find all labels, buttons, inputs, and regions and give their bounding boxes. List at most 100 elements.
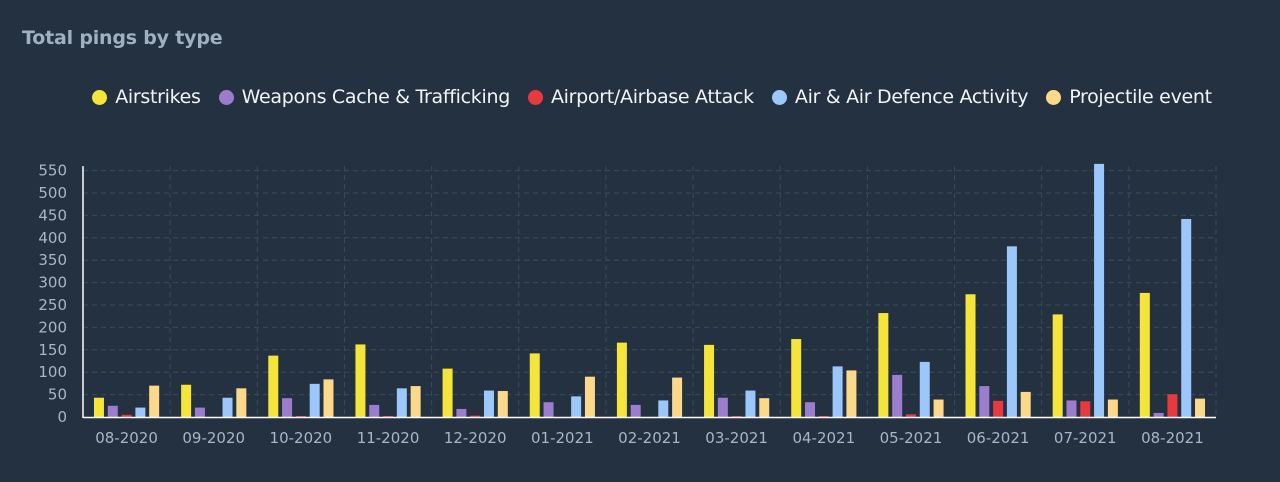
- bar[interactable]: [121, 414, 132, 417]
- bar[interactable]: [543, 402, 554, 417]
- bar[interactable]: [456, 408, 467, 417]
- bar[interactable]: [1080, 401, 1091, 417]
- bar[interactable]: [745, 390, 756, 417]
- legend-item-airstrikes[interactable]: Airstrikes: [92, 86, 201, 108]
- bar[interactable]: [497, 391, 508, 417]
- bar[interactable]: [1006, 246, 1017, 417]
- bar[interactable]: [355, 344, 366, 417]
- x-tick-label: 08-2020: [95, 429, 158, 447]
- x-tick-label: 09-2020: [182, 429, 245, 447]
- bar[interactable]: [1139, 292, 1150, 417]
- legend-label: Airport/Airbase Attack: [550, 86, 754, 108]
- legend-label: Projectile event: [1069, 86, 1212, 108]
- bar[interactable]: [571, 396, 582, 417]
- bar[interactable]: [1153, 412, 1164, 417]
- y-tick-label: 350: [38, 251, 67, 269]
- y-tick-label: 100: [38, 363, 67, 381]
- bar[interactable]: [309, 383, 320, 417]
- bar[interactable]: [470, 415, 481, 417]
- bar[interactable]: [805, 402, 816, 417]
- bar[interactable]: [194, 407, 205, 417]
- bar[interactable]: [135, 407, 146, 417]
- bar[interactable]: [383, 416, 394, 417]
- y-tick-label: 150: [38, 341, 67, 359]
- legend-item-airport-attack[interactable]: Airport/Airbase Attack: [527, 86, 754, 108]
- legend-swatch-icon: [771, 89, 787, 105]
- x-tick-label: 01-2021: [531, 429, 594, 447]
- bar[interactable]: [892, 374, 903, 417]
- bar[interactable]: [369, 404, 380, 417]
- bar[interactable]: [759, 398, 770, 417]
- bar[interactable]: [1094, 163, 1105, 417]
- y-tick-label: 250: [38, 296, 67, 314]
- bar[interactable]: [584, 376, 595, 417]
- bar[interactable]: [1181, 218, 1192, 417]
- bar[interactable]: [323, 379, 334, 417]
- legend-item-weapons-cache[interactable]: Weapons Cache & Trafficking: [218, 86, 511, 108]
- bar[interactable]: [616, 342, 627, 417]
- bar[interactable]: [295, 416, 306, 417]
- legend-swatch-icon: [1046, 89, 1062, 105]
- y-tick-label: 500: [38, 184, 67, 202]
- bar[interactable]: [832, 366, 843, 417]
- bar[interactable]: [846, 370, 857, 417]
- bar[interactable]: [442, 368, 453, 417]
- bar[interactable]: [396, 388, 407, 417]
- bar[interactable]: [268, 355, 279, 417]
- bar[interactable]: [181, 384, 192, 417]
- x-tick-label: 04-2021: [792, 429, 855, 447]
- bar[interactable]: [222, 397, 233, 417]
- bar[interactable]: [93, 397, 104, 417]
- bar[interactable]: [704, 344, 715, 417]
- bar[interactable]: [731, 416, 742, 417]
- bar[interactable]: [282, 398, 293, 417]
- bar[interactable]: [107, 405, 118, 417]
- bar[interactable]: [149, 385, 160, 417]
- x-tick-label: 02-2021: [618, 429, 681, 447]
- x-tick-label: 12-2020: [444, 429, 507, 447]
- bar[interactable]: [410, 386, 421, 417]
- legend-label: Airstrikes: [115, 86, 201, 108]
- bar[interactable]: [979, 386, 990, 417]
- legend-label: Air & Air Defence Activity: [794, 86, 1029, 108]
- bar[interactable]: [658, 400, 669, 417]
- chart-legend: Airstrikes Weapons Cache & Trafficking A…: [0, 86, 1280, 108]
- y-tick-label: 550: [38, 162, 67, 180]
- y-tick-label: 0: [57, 408, 67, 426]
- bar[interactable]: [630, 404, 641, 417]
- legend-swatch-icon: [527, 89, 543, 105]
- bar[interactable]: [717, 397, 728, 417]
- legend-item-projectile[interactable]: Projectile event: [1046, 86, 1212, 108]
- bar[interactable]: [905, 414, 916, 417]
- x-tick-label: 05-2021: [880, 429, 943, 447]
- x-tick-label: 06-2021: [967, 429, 1030, 447]
- bar[interactable]: [1052, 314, 1063, 417]
- bar[interactable]: [965, 294, 976, 417]
- bar[interactable]: [1020, 391, 1031, 417]
- x-tick-label: 08-2021: [1141, 429, 1204, 447]
- bar[interactable]: [878, 313, 889, 417]
- legend-swatch-icon: [92, 89, 108, 105]
- bar[interactable]: [1066, 400, 1077, 417]
- y-tick-label: 450: [38, 206, 67, 224]
- bar[interactable]: [933, 399, 944, 417]
- x-tick-label: 10-2020: [270, 429, 333, 447]
- bar[interactable]: [483, 390, 494, 417]
- bar[interactable]: [919, 361, 930, 417]
- bar[interactable]: [236, 388, 247, 417]
- bar[interactable]: [672, 377, 683, 417]
- bar[interactable]: [993, 400, 1004, 417]
- bar[interactable]: [1195, 398, 1206, 417]
- legend-label: Weapons Cache & Trafficking: [241, 86, 511, 108]
- legend-item-air-defence[interactable]: Air & Air Defence Activity: [771, 86, 1029, 108]
- bar[interactable]: [791, 339, 802, 417]
- panel-title: Total pings by type: [22, 27, 223, 49]
- bar[interactable]: [529, 353, 540, 417]
- bar[interactable]: [1107, 399, 1118, 417]
- y-tick-label: 200: [38, 318, 67, 336]
- y-tick-label: 300: [38, 274, 67, 292]
- bar[interactable]: [1167, 394, 1178, 417]
- bar[interactable]: [818, 416, 829, 417]
